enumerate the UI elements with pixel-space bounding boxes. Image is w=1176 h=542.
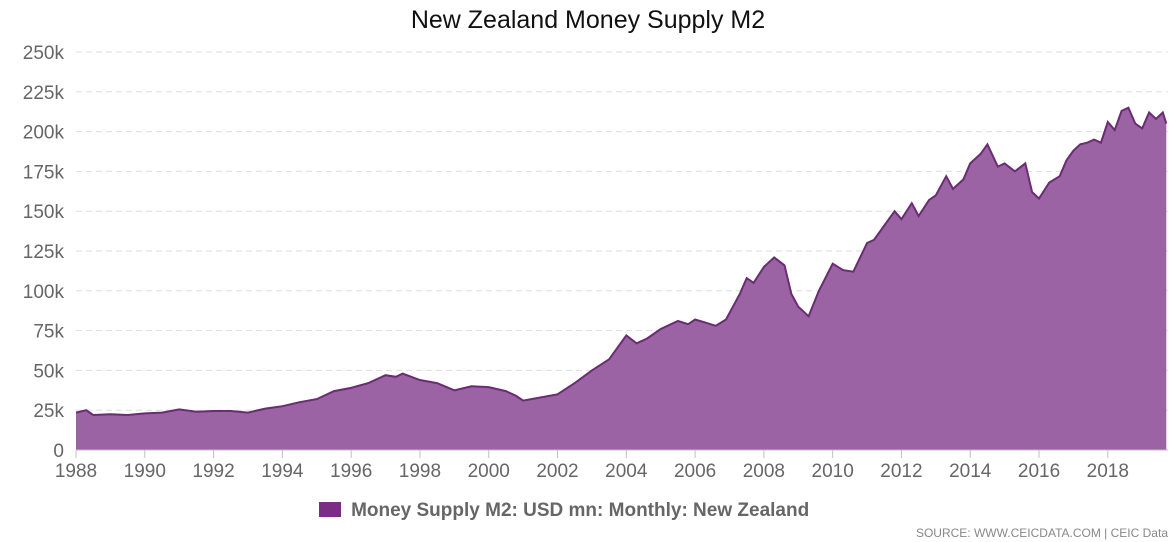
x-tick-label: 1994 xyxy=(261,461,304,482)
legend-swatch xyxy=(318,502,341,517)
y-tick-label: 175k xyxy=(23,162,65,183)
y-tick-label: 25k xyxy=(33,401,64,422)
x-tick-label: 1988 xyxy=(55,461,97,482)
source-credit: SOURCE: WWW.CEICDATA.COM | CEIC Data xyxy=(915,526,1168,540)
y-tick-label: 0 xyxy=(53,441,64,462)
y-tick-label: 200k xyxy=(23,123,65,144)
x-tick-label: 2004 xyxy=(605,461,648,482)
x-tick-label: 2012 xyxy=(880,461,922,482)
x-tick-label: 1996 xyxy=(330,461,372,482)
chart-plot: 0 25k 50k 75k 100k 125k 150k 175k 200k 225k 250k 1… xyxy=(23,43,1168,482)
y-tick-label: 50k xyxy=(33,361,64,382)
series-line xyxy=(75,106,1168,417)
x-axis: 1988 1990 1992 1994 1996 1998 2000 2002 2004 2006… xyxy=(55,449,1168,482)
x-tick-label: 1998 xyxy=(399,461,441,482)
x-tick-label: 2006 xyxy=(674,461,716,482)
series-area-layer xyxy=(75,106,1168,450)
chart-title: New Zealand Money Supply M2 xyxy=(410,6,766,34)
y-tick-label: 125k xyxy=(23,242,65,263)
x-tick-label: 2016 xyxy=(1018,461,1060,482)
y-tick-label: 150k xyxy=(23,202,65,223)
x-tick-label: 1992 xyxy=(192,461,234,482)
x-tick-label: 2018 xyxy=(1087,461,1129,482)
x-tick-label: 2014 xyxy=(949,461,992,482)
x-tick-label: 2000 xyxy=(468,461,510,482)
series-area[interactable] xyxy=(76,107,1167,450)
x-tick-label: 2002 xyxy=(536,461,578,482)
y-tick-label: 225k xyxy=(23,83,65,104)
x-tick-label: 2008 xyxy=(743,461,785,482)
y-axis: 0 25k 50k 75k 100k 125k 150k 175k 200k 225k 250k xyxy=(23,43,65,462)
y-tick-label: 100k xyxy=(23,282,65,303)
legend[interactable]: Money Supply M2: USD mn: Monthly: New Ze… xyxy=(0,500,1128,522)
y-tick-label: 250k xyxy=(23,43,65,64)
x-tick-label: 1990 xyxy=(124,461,166,482)
x-tick-label: 2010 xyxy=(812,461,854,482)
y-tick-label: 75k xyxy=(33,322,64,343)
legend-label: Money Supply M2: USD mn: Monthly: New Ze… xyxy=(351,500,810,521)
